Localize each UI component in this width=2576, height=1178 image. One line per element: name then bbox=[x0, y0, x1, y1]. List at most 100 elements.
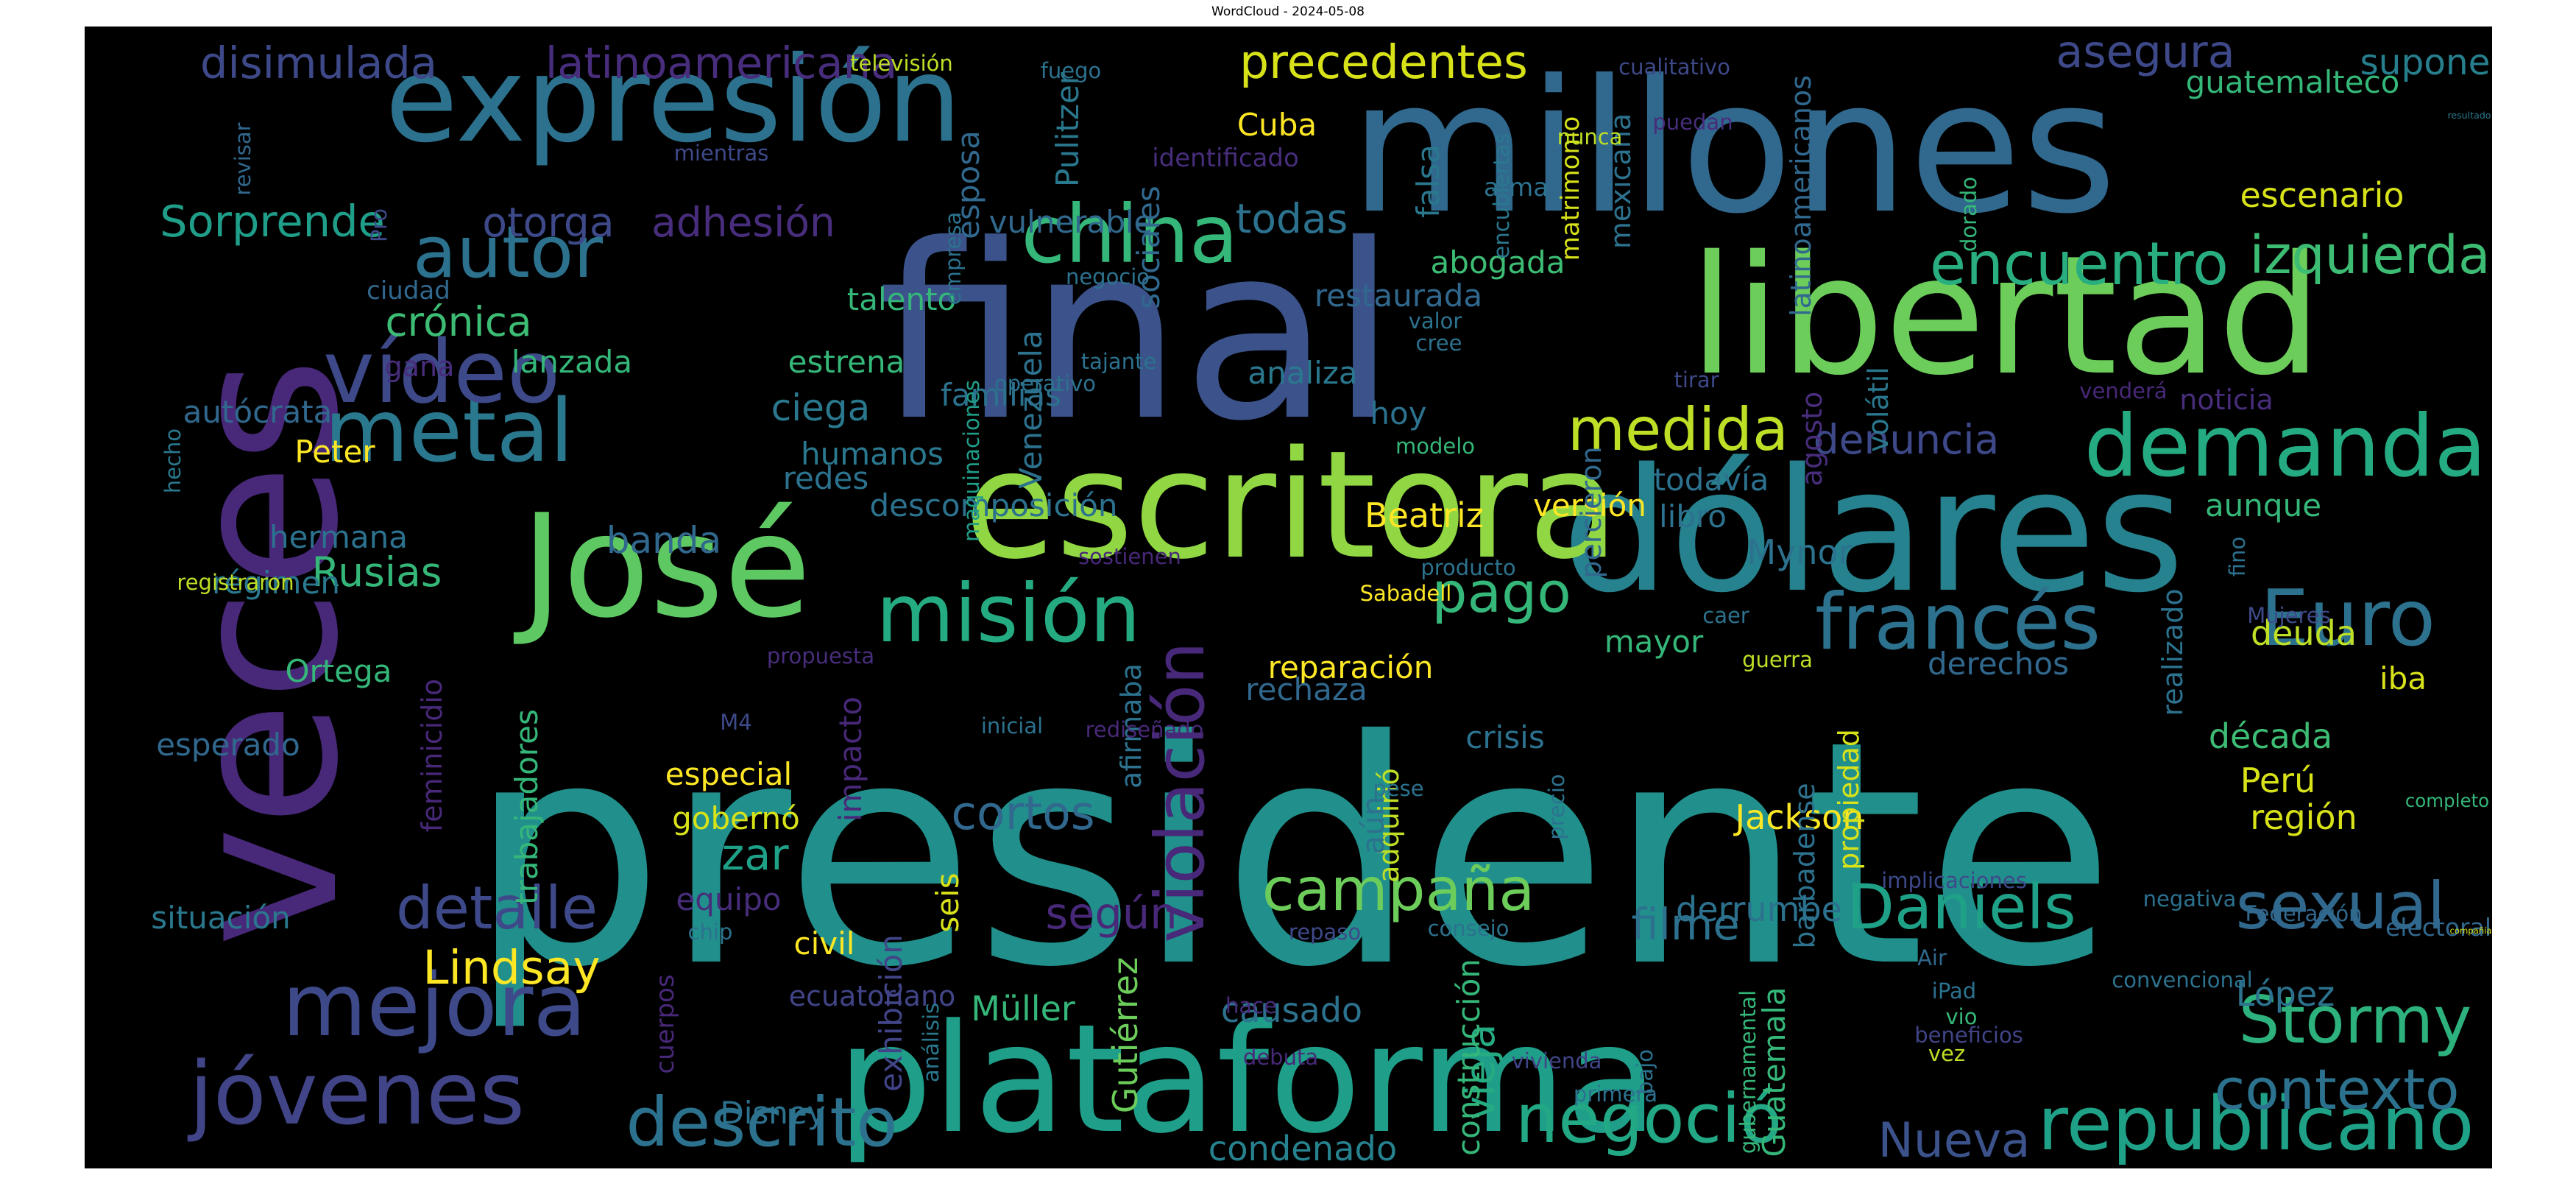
word-causado: causado bbox=[1221, 990, 1362, 1030]
word-fino: fino bbox=[2225, 537, 2250, 576]
word-venezuela: Venezuela bbox=[1013, 330, 1049, 489]
word-pulitzer: Pulitzer bbox=[1050, 71, 1086, 187]
word-régimen: régimen bbox=[212, 565, 340, 601]
word-china: china bbox=[1021, 188, 1238, 281]
word-realizado: realizado bbox=[2156, 588, 2189, 716]
word-registraron: registraron bbox=[177, 570, 294, 595]
word-mayor: mayor bbox=[1604, 624, 1704, 660]
word-electoral: electoral bbox=[2385, 913, 2491, 942]
word-hecho: hecho bbox=[160, 428, 185, 493]
word-mynor: Mynor bbox=[1747, 532, 1852, 572]
word-crónica: crónica bbox=[385, 298, 531, 345]
word-jóvenes: jóvenes bbox=[187, 1043, 525, 1144]
word-izquierda: izquierda bbox=[2250, 225, 2491, 286]
word-aunque: aunque bbox=[2205, 487, 2321, 523]
word-vez: vez bbox=[1928, 1041, 1965, 1066]
word-adquirió: adquirió bbox=[1373, 768, 1405, 883]
word-según: según bbox=[1045, 888, 1177, 939]
word-campaña: campaña bbox=[1262, 856, 1535, 924]
word-deuda: deuda bbox=[2251, 613, 2357, 653]
word-violación: violación bbox=[1141, 642, 1220, 943]
word-gutiérrez: Gutiérrez bbox=[1105, 957, 1145, 1113]
word-inicial: inicial bbox=[981, 713, 1043, 738]
word-daniels: Daniels bbox=[1847, 871, 2076, 943]
word-pago: pago bbox=[1432, 560, 1571, 625]
word-nueva: Nueva bbox=[1878, 1113, 2030, 1168]
word-región: región bbox=[2250, 797, 2357, 837]
word-talento: talento bbox=[847, 281, 957, 317]
word-autor: autor bbox=[413, 211, 603, 294]
word-gana: gana bbox=[385, 350, 455, 383]
word-negativa: negativa bbox=[2143, 886, 2237, 911]
word-impacto: impacto bbox=[832, 696, 868, 822]
word-millones: millones bbox=[1350, 40, 2117, 254]
word-mientras: mientras bbox=[674, 141, 769, 166]
word-década: década bbox=[2209, 716, 2332, 756]
word-modelo: modelo bbox=[1395, 434, 1475, 459]
word-crisis: crisis bbox=[1465, 719, 1544, 755]
word-primera: primera bbox=[1574, 1082, 1657, 1107]
word-final: final bbox=[877, 194, 1398, 474]
word-precedentes: precedentes bbox=[1239, 35, 1528, 89]
word-rusias: Rusias bbox=[312, 549, 442, 596]
word-cloud-background bbox=[85, 27, 2492, 1168]
word-esposa: esposa bbox=[950, 130, 986, 239]
word-perú: Perú bbox=[2240, 761, 2315, 800]
word-francés: francés bbox=[1815, 577, 2101, 667]
word-demanda: demanda bbox=[2084, 397, 2487, 496]
word-fuego: fuego bbox=[1041, 58, 1102, 83]
word-cortos: cortos bbox=[951, 786, 1094, 840]
word-derrumbe: derrumbe bbox=[1676, 889, 1842, 929]
word-situación: situación bbox=[151, 900, 290, 936]
word-derechos: derechos bbox=[1928, 646, 2069, 682]
word-familias: familias bbox=[941, 377, 1061, 413]
word-vio: vio bbox=[1946, 1004, 1978, 1029]
word-plataforma: plataforma bbox=[837, 992, 1657, 1167]
word-denuncia: denuncia bbox=[1814, 416, 2000, 463]
word-lindsay: Lindsay bbox=[422, 941, 600, 995]
word-sexual: sexual bbox=[2236, 868, 2446, 944]
word-veces: veces bbox=[146, 357, 383, 947]
word-detalle: detalle bbox=[396, 874, 598, 942]
word-completo: completo bbox=[2405, 790, 2489, 811]
word-air: Air bbox=[1917, 945, 1947, 970]
word-convencional: convencional bbox=[2112, 967, 2252, 992]
word-libertad: libertad bbox=[1689, 220, 2322, 412]
word-versión: versión bbox=[1533, 487, 1646, 523]
word-hermana: hermana bbox=[269, 519, 408, 555]
word-banda: banda bbox=[606, 519, 721, 562]
word-revisar: revisar bbox=[230, 122, 255, 195]
word-seis: seis bbox=[930, 872, 966, 932]
word-guatemala: Guatemala bbox=[1756, 987, 1792, 1157]
word-latinoamericanos: latinoamericanos bbox=[1785, 75, 1817, 317]
word-exhibición: exhibición bbox=[873, 934, 909, 1092]
word-mujeres: Mujeres bbox=[2247, 603, 2331, 628]
word-presidente: presidente bbox=[468, 675, 2115, 1035]
word-compañía: compañía bbox=[2450, 925, 2492, 936]
word-guerra: guerra bbox=[1742, 647, 1813, 672]
word-valor: valor bbox=[1409, 308, 1462, 334]
word-afirmaba: afirmaba bbox=[1115, 663, 1147, 789]
word-müller: Müller bbox=[971, 989, 1075, 1029]
word-ipad: iPad bbox=[1932, 978, 1976, 1004]
word-guatemalteco: guatemalteco bbox=[2186, 64, 2400, 100]
word-humanos: humanos bbox=[801, 436, 944, 472]
word-reparación: reparación bbox=[1268, 649, 1434, 685]
word-sorprende: Sorprende bbox=[160, 196, 385, 247]
word-lanzada: lanzada bbox=[512, 344, 632, 380]
word-asegura: asegura bbox=[2056, 27, 2234, 78]
word-analiza: analiza bbox=[1248, 355, 1357, 391]
word-mejora: mejora bbox=[282, 954, 586, 1056]
word-especial: especial bbox=[665, 756, 792, 792]
word-ecuatoriano: ecuatoriano bbox=[789, 980, 956, 1012]
word-metal: metal bbox=[325, 380, 574, 482]
word-jackson: Jackson bbox=[1733, 797, 1864, 837]
word-todavía: todavía bbox=[1654, 462, 1769, 498]
word-vulnerable: vulnerable bbox=[989, 204, 1153, 240]
word-dorado: dorado bbox=[1956, 177, 1981, 252]
word-cree: cree bbox=[1416, 331, 1462, 356]
word-volátil: volátil bbox=[1862, 367, 1894, 452]
word-stormy: Stormy bbox=[2239, 982, 2472, 1058]
word-sociales: sociales bbox=[1130, 186, 1167, 308]
